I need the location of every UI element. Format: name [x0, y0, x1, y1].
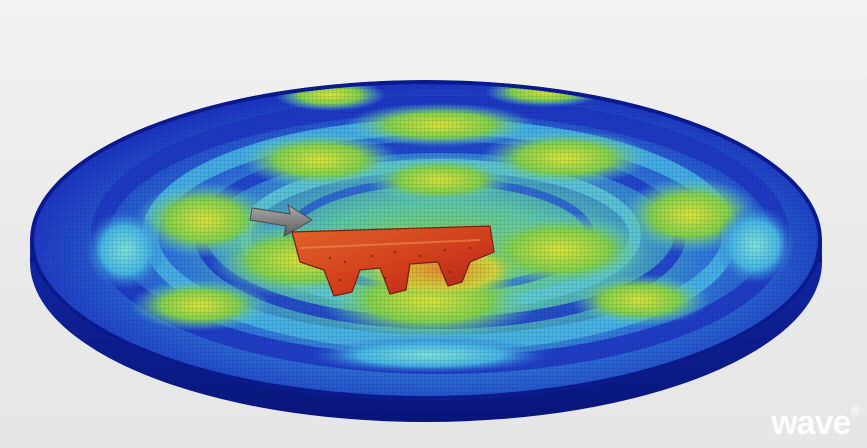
arrow-icon [249, 203, 313, 237]
registered-mark: ® [850, 403, 860, 418]
wave-logo: wave® [771, 403, 860, 442]
logo-text: wave [771, 404, 851, 442]
red-bracket-part [291, 225, 495, 297]
